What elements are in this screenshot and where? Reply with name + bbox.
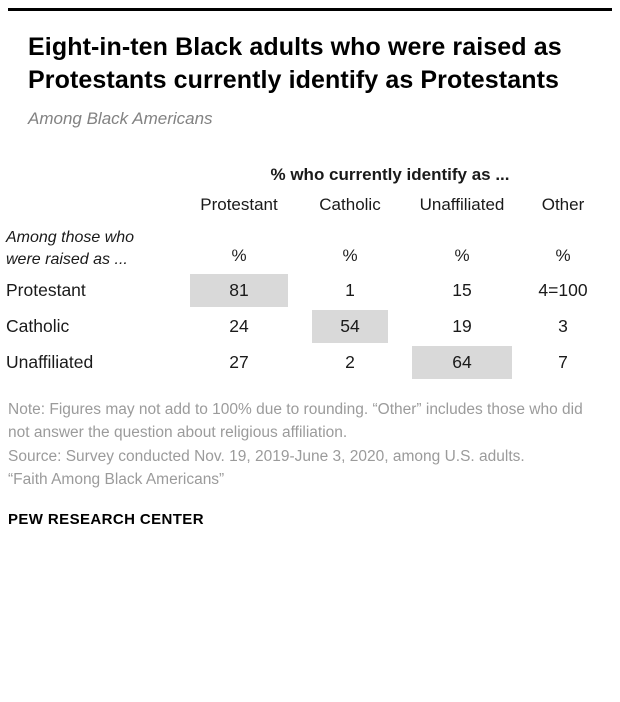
- column-header-protestant: Protestant: [200, 195, 278, 214]
- unit-percent-unaffiliated: %: [454, 246, 470, 266]
- column-group-header: % who currently identify as ...: [270, 165, 510, 184]
- value-cell-highlighted: 81: [190, 273, 288, 307]
- table-row-catholic: Catholic 24 54 19 3: [6, 308, 614, 344]
- value-cell: 2: [345, 351, 355, 372]
- value-cell: 19: [452, 315, 472, 336]
- row-label: Protestant: [6, 279, 86, 300]
- note-text: Note: Figures may not add to 100% due to…: [8, 401, 583, 442]
- pew-research-center-wordmark: PEW RESEARCH CENTER: [8, 511, 204, 529]
- value-cell-highlighted: 54: [312, 309, 388, 343]
- unit-row: Among those who were raised as ... % % %…: [6, 227, 614, 272]
- table-row-unaffiliated: Unaffiliated 27 2 64 7: [6, 344, 614, 380]
- column-header-catholic: Catholic: [319, 195, 381, 214]
- table-row-protestant: Protestant 81 1 15 4=100: [6, 272, 614, 308]
- row-label: Catholic: [6, 315, 70, 336]
- column-header-other: Other: [541, 195, 585, 214]
- value-cell: 24: [229, 315, 249, 336]
- row-group-label: Among those who were raised as ...: [6, 229, 135, 268]
- unit-percent-other: %: [555, 246, 571, 266]
- data-table: % who currently identify as ... Protesta…: [6, 165, 614, 380]
- value-cell: 1: [345, 279, 355, 300]
- value-cell: 15: [452, 279, 472, 300]
- column-header-row: Protestant Catholic Unaffiliated Other: [6, 195, 614, 227]
- value-cell: 3: [558, 315, 568, 336]
- chart-title: Eight-in-ten Black adults who were raise…: [28, 33, 562, 94]
- source-text: Source: Survey conducted Nov. 19, 2019-J…: [8, 447, 525, 465]
- pew-chart-card: Eight-in-ten Black adults who were raise…: [0, 8, 620, 702]
- chart-subtitle: Among Black Americans: [28, 109, 213, 128]
- top-rule: [8, 8, 612, 11]
- column-header-unaffiliated: Unaffiliated: [419, 195, 505, 214]
- row-label: Unaffiliated: [6, 351, 94, 372]
- value-cell: 27: [229, 351, 249, 372]
- column-group-header-row: % who currently identify as ...: [6, 165, 614, 195]
- unit-percent-protestant: %: [231, 246, 247, 266]
- value-cell-highlighted: 64: [412, 345, 512, 379]
- value-cell: 7: [558, 351, 568, 372]
- value-cell: 4=100: [538, 279, 588, 300]
- citation-text: “Faith Among Black Americans”: [8, 470, 225, 488]
- unit-percent-catholic: %: [342, 246, 358, 266]
- footnotes: Note: Figures may not add to 100% due to…: [8, 398, 593, 491]
